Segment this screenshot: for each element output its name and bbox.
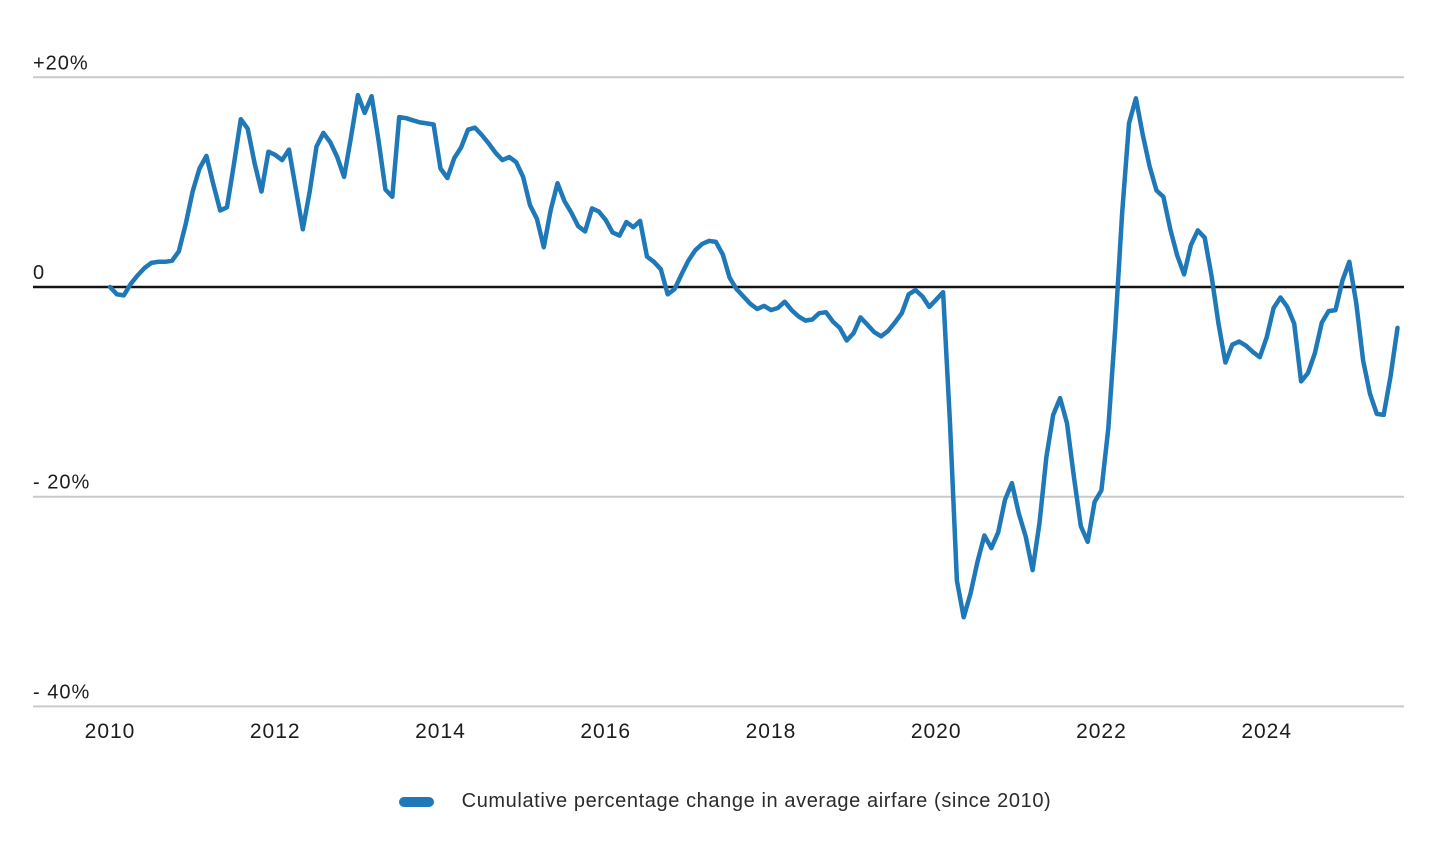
y-tick-label: - 40%	[33, 681, 90, 703]
y-tick-label: 0	[33, 262, 45, 284]
legend-label: Cumulative percentage change in average …	[461, 790, 1052, 812]
airfare-series-line	[107, 92, 1400, 620]
line-chart-canvas: +20% 0 - 20% - 40% 2010 2012 2014 2016 2018 2020 2…	[33, 52, 1404, 743]
legend: Cumulative percentage change in average …	[0, 790, 1450, 813]
x-tick-label: 2020	[911, 720, 962, 743]
x-tick-label: 2016	[580, 720, 631, 743]
x-tick-label: 2014	[415, 720, 466, 743]
y-tick-label: - 20%	[33, 472, 90, 494]
x-tick-label: 2018	[746, 720, 797, 743]
legend-swatch	[398, 796, 434, 807]
x-tick-label: 2024	[1241, 720, 1292, 743]
y-tick-label: +20%	[33, 52, 89, 74]
x-tick-label: 2010	[85, 720, 136, 743]
x-tick-label: 2022	[1076, 720, 1127, 743]
x-tick-label: 2012	[250, 720, 301, 743]
